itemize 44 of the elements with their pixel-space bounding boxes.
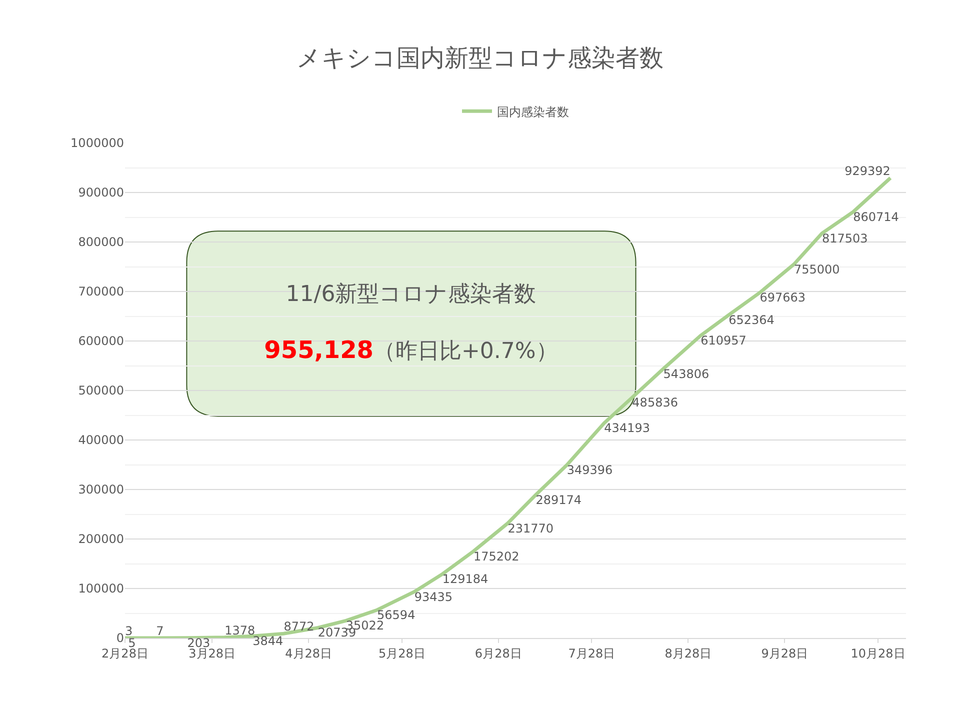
data-label: 231770: [508, 521, 554, 536]
data-label: 56594: [377, 608, 416, 622]
data-label: 8772: [284, 620, 314, 634]
y-tick-label: 0: [116, 631, 124, 646]
chart-title: メキシコ国内新型コロナ感染者数: [296, 44, 664, 72]
data-label: 697663: [760, 290, 806, 305]
data-label: 93435: [414, 590, 453, 604]
data-label: 610957: [700, 334, 746, 348]
y-tick-label: 500000: [78, 384, 124, 398]
data-label: 3844: [252, 634, 284, 648]
y-tick-label: 900000: [78, 186, 124, 200]
data-label: 175202: [473, 549, 520, 564]
data-label: 817503: [822, 231, 868, 246]
y-tick-label: 1000000: [70, 136, 124, 150]
data-label: 929392: [844, 164, 890, 178]
y-tick-label: 300000: [78, 482, 124, 497]
data-label: 755000: [794, 262, 840, 276]
data-label: 129184: [442, 572, 488, 586]
x-tick-label: 5月28日: [378, 646, 426, 660]
data-label: 3: [125, 624, 133, 638]
y-tick-label: 600000: [78, 334, 124, 348]
y-tick-label: 400000: [78, 433, 124, 448]
data-label: 860714: [853, 210, 899, 224]
y-tick-label: 200000: [78, 532, 124, 546]
data-label: 1378: [224, 623, 256, 638]
annotation: 11/6新型コロナ感染者数: [286, 282, 536, 307]
x-tick-label: 8月28日: [664, 646, 712, 660]
annotation: 955,128: [264, 336, 374, 364]
data-label: 434193: [604, 421, 650, 436]
x-tick-label: 6月28日: [474, 646, 522, 660]
data-label: 349396: [566, 463, 613, 478]
data-label: 652364: [728, 313, 774, 328]
y-tick-label: 100000: [78, 582, 124, 596]
y-tick-label: 700000: [78, 284, 124, 299]
y-tick-label: 800000: [78, 235, 124, 250]
x-tick-label: 7月28日: [568, 646, 616, 660]
data-label: 543806: [663, 366, 710, 381]
data-label: 485836: [632, 396, 678, 410]
legend-label: 国内感染者数: [497, 104, 569, 119]
x-tick-label: 9月28日: [761, 646, 808, 660]
x-tick-label: 10月28日: [850, 646, 906, 660]
data-label: 289174: [536, 492, 582, 507]
x-tick-label: 4月28日: [285, 646, 332, 660]
data-label: 7: [156, 624, 164, 638]
